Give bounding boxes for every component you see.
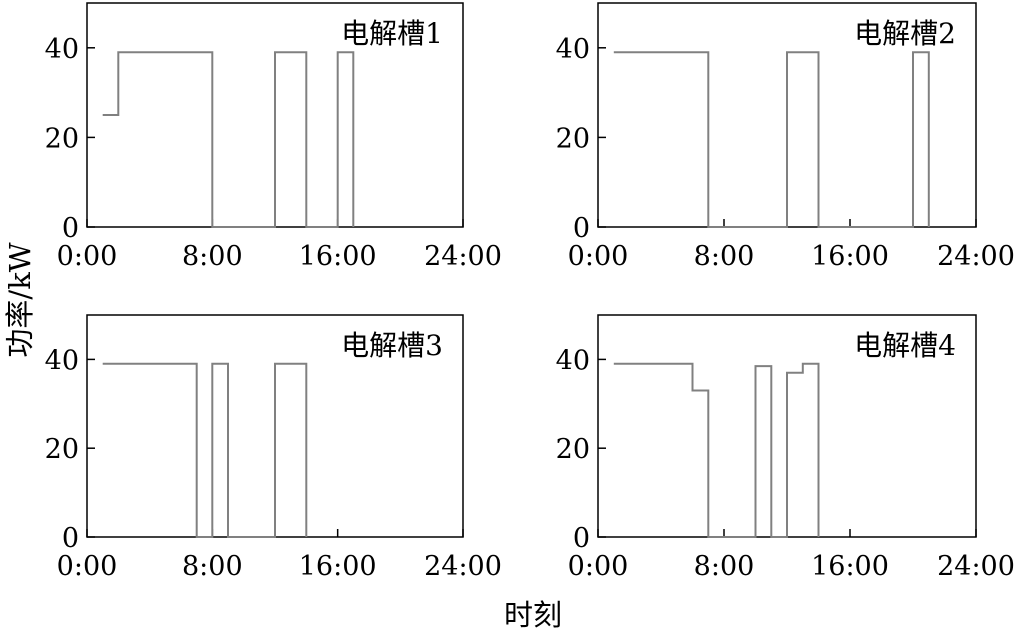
panel-2-power-line [613, 51, 930, 228]
panel-1-x-tick-label-1: 8:00 [182, 241, 243, 272]
panel-1-y-tick-label-2: 40 [45, 34, 79, 65]
panel-3-x-tick-label-3: 24:00 [424, 551, 502, 582]
panel-2-x-tick-label-2: 16:00 [811, 241, 889, 272]
panel-3-title: 电解槽3 [341, 329, 443, 362]
panel-3-y-tick-label-1: 20 [45, 434, 79, 465]
panel-2-y-tick-label-1: 20 [556, 123, 590, 154]
panel-4-x-tick-label-2: 16:00 [811, 551, 889, 582]
panel-2-y-tick-label-2: 40 [556, 34, 590, 65]
panel-2-x-tick-label-3: 24:00 [937, 241, 1015, 272]
x-axis-title: 时刻 [504, 598, 562, 632]
panel-3: 0:00 8:00 16:00 24:00 0 20 40 电解槽3 [45, 314, 502, 582]
y-axis-title: 功率/kW [3, 242, 37, 357]
panel-3-power-line [102, 362, 308, 538]
panel-1-title: 电解槽1 [341, 17, 443, 50]
panel-3-y-tick-label-2: 40 [45, 345, 79, 376]
chart-panels: 0:00 8:00 16:00 24:00 0 20 40 电解槽1 0:00 8:00 16:00… [45, 2, 1015, 582]
panel-2: 0:00 8:00 16:00 24:00 0 20 40 电解槽2 [556, 2, 1015, 272]
panel-1: 0:00 8:00 16:00 24:00 0 20 40 电解槽1 [45, 2, 502, 272]
panel-1-x-tick-label-2: 16:00 [299, 241, 377, 272]
panel-4-y-tick-label-2: 40 [556, 345, 590, 376]
panel-1-y-tick-label-0: 0 [62, 213, 79, 244]
panel-4-x-tick-label-0: 0:00 [568, 551, 629, 582]
panel-2-x-tick-label-1: 8:00 [694, 241, 755, 272]
panel-3-y-tick-label-0: 0 [62, 523, 79, 554]
panel-2-title: 电解槽2 [854, 17, 956, 50]
panel-4-y-tick-label-1: 20 [556, 434, 590, 465]
panel-1-x-tick-label-0: 0:00 [57, 241, 118, 272]
panel-1-power-line [102, 51, 355, 228]
panel-2-x-tick-label-0: 0:00 [568, 241, 629, 272]
panel-4-power-line [613, 362, 820, 538]
panel-4-y-tick-label-0: 0 [573, 523, 590, 554]
panel-4-title: 电解槽4 [854, 329, 956, 362]
panel-4: 0:00 8:00 16:00 24:00 0 20 40 电解槽4 [556, 314, 1015, 582]
panel-2-y-tick-label-0: 0 [573, 213, 590, 244]
panel-3-x-tick-label-1: 8:00 [182, 551, 243, 582]
panel-4-x-tick-label-1: 8:00 [694, 551, 755, 582]
panel-3-x-tick-label-2: 16:00 [299, 551, 377, 582]
panel-1-y-tick-label-1: 20 [45, 123, 79, 154]
panel-4-x-tick-label-3: 24:00 [937, 551, 1015, 582]
panel-3-x-tick-label-0: 0:00 [57, 551, 118, 582]
panel-1-x-tick-label-3: 24:00 [424, 241, 502, 272]
